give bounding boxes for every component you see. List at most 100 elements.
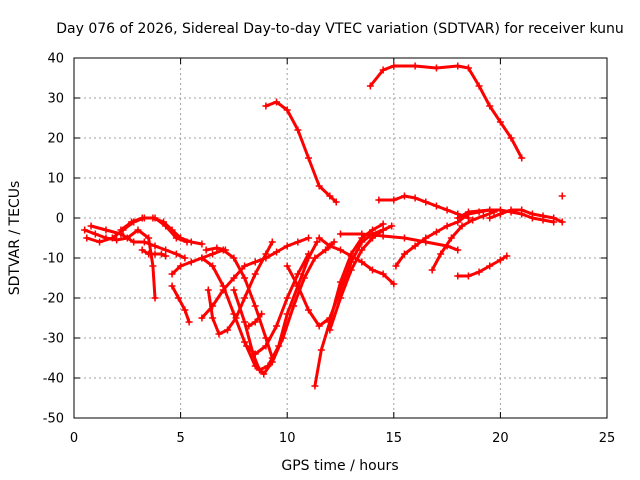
data-point — [390, 280, 398, 288]
data-point — [326, 326, 334, 334]
x-tick-label: 0 — [70, 431, 78, 446]
data-point — [464, 272, 472, 280]
data-point — [518, 154, 526, 162]
data-point — [241, 318, 249, 326]
data-point — [305, 234, 313, 242]
data-point — [151, 242, 159, 250]
data-point — [113, 236, 121, 244]
data-point — [262, 334, 270, 342]
x-tick-label: 20 — [492, 431, 509, 446]
data-point — [432, 228, 440, 236]
data-point — [138, 246, 146, 254]
y-tick-label: -40 — [43, 372, 64, 387]
data-point — [241, 262, 249, 270]
series-line — [313, 222, 385, 388]
data-point — [464, 208, 472, 216]
data-point — [366, 82, 374, 90]
data-point — [151, 294, 159, 302]
data-point — [215, 330, 223, 338]
data-point — [294, 282, 302, 290]
data-point — [160, 218, 168, 226]
data-point — [138, 214, 146, 222]
data-point — [454, 272, 462, 280]
series-track-21 — [366, 62, 526, 162]
data-point — [145, 234, 153, 242]
data-point — [245, 322, 253, 330]
data-point — [241, 274, 249, 282]
data-point — [255, 366, 263, 374]
data-point — [130, 238, 138, 246]
data-point — [496, 210, 504, 218]
data-point — [168, 282, 176, 290]
series-layer — [81, 62, 566, 390]
data-point — [447, 234, 455, 242]
series-track-04 — [117, 214, 206, 248]
data-point — [558, 192, 566, 200]
data-point — [437, 250, 445, 258]
data-point — [330, 238, 338, 246]
data-point — [317, 346, 325, 354]
series-line — [170, 284, 191, 324]
data-point — [337, 294, 344, 302]
data-point — [149, 214, 157, 222]
data-point — [443, 206, 451, 214]
data-point — [134, 226, 142, 234]
y-tick-label: -20 — [43, 292, 64, 307]
data-point — [128, 218, 136, 226]
data-point — [198, 314, 206, 322]
data-point — [311, 382, 319, 390]
data-point — [149, 262, 157, 270]
series-line — [206, 240, 274, 336]
data-point — [496, 118, 504, 126]
data-point — [187, 258, 195, 266]
data-point — [432, 202, 440, 210]
data-point — [294, 238, 302, 246]
data-point — [379, 226, 387, 234]
data-point — [262, 342, 270, 350]
data-point — [475, 268, 483, 276]
data-point — [305, 154, 313, 162]
data-point — [368, 226, 376, 234]
data-point — [187, 238, 195, 246]
data-point — [251, 302, 259, 310]
data-point — [379, 270, 387, 278]
data-point — [392, 262, 400, 270]
data-point — [273, 98, 281, 106]
y-tick-label: -50 — [43, 412, 64, 427]
data-point — [181, 254, 189, 262]
data-point — [486, 262, 494, 270]
series-line — [140, 248, 168, 258]
series-line — [368, 64, 524, 160]
data-point — [503, 252, 511, 260]
series-track-28 — [558, 192, 566, 200]
data-point — [83, 234, 91, 242]
data-point — [464, 64, 472, 72]
data-point — [305, 250, 313, 258]
data-point — [518, 206, 526, 214]
data-point — [486, 206, 494, 214]
data-point — [108, 234, 116, 242]
data-point — [181, 306, 189, 314]
data-point — [264, 362, 272, 370]
data-point — [283, 262, 291, 270]
data-point — [221, 246, 229, 254]
data-point — [400, 250, 408, 258]
tick-layer: 0 5 10 15 20 25 -50 -40 -30 -20 -10 0 10 20 30 40 — [43, 52, 616, 447]
data-point — [268, 238, 276, 246]
data-point — [87, 222, 95, 230]
data-point — [224, 326, 232, 334]
data-point — [454, 214, 462, 222]
data-point — [400, 192, 408, 200]
data-point — [496, 256, 504, 264]
data-point — [422, 234, 430, 242]
series-line — [430, 210, 496, 272]
data-point — [458, 222, 466, 230]
data-point — [209, 314, 217, 322]
data-point — [539, 212, 547, 220]
data-point — [358, 246, 366, 254]
data-point — [241, 294, 249, 302]
data-point — [337, 230, 344, 238]
series-track-05 — [138, 246, 170, 260]
x-tick-label: 5 — [176, 431, 184, 446]
data-point — [507, 134, 515, 142]
